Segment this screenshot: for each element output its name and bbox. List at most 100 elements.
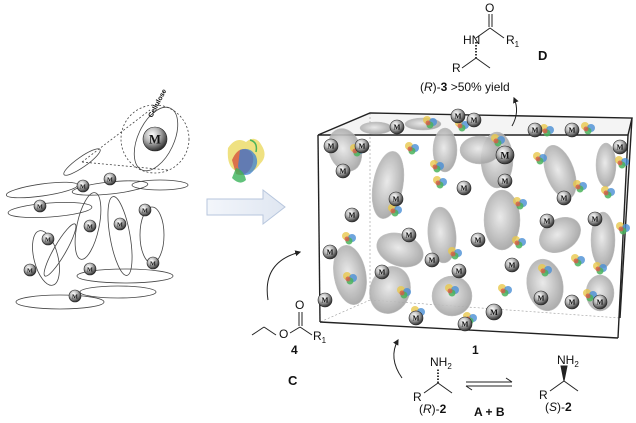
enzyme-icon [491,134,505,147]
cellulose-fiber [76,268,174,284]
cellulose-fiber [43,223,77,277]
metal-bead: M [592,294,608,310]
enzyme-icon [343,272,357,285]
pore [432,127,458,173]
metal-bead: M [41,232,55,246]
enzyme-icon [513,197,527,210]
left-beads: M M M M M M M M M M M M [23,126,168,303]
bead-label: M [569,126,576,135]
metal-bead: M [142,126,168,152]
metal-bead: M [23,263,37,277]
metal-bead: M [138,203,152,217]
enzyme-icon [593,262,607,275]
enzyme-icon [533,152,547,165]
enzyme-icon [423,116,437,129]
product-r1: R1 [506,33,520,49]
cellulose-fiber [32,230,60,286]
cellulose-fiber [107,196,133,276]
bead-label: M [502,177,509,186]
metal-bead: M [354,138,370,154]
bead-label: M [87,223,93,230]
cellulose-fiber [5,181,79,199]
bead-label: M [597,298,604,307]
amine-r-structure [423,368,453,394]
product-letter: D [538,48,547,63]
bead-label: M [617,143,624,152]
cellulose-fiber [131,179,189,191]
amine-s-r: R [539,388,548,402]
bead-label: M [340,167,347,176]
bead-label: M [462,320,469,329]
metal-bead: M [587,211,603,227]
cube-label: 1 [472,343,479,357]
metal-bead: M [539,213,555,229]
cellulose-fiber [74,192,102,260]
metal-bead: M [485,303,503,321]
acyl-r1: R1 [313,329,327,345]
bead-label: M [37,203,43,210]
metal-bead: M [68,289,82,303]
bead-label: M [456,267,463,276]
process-arrow [206,188,286,226]
bead-label: M [45,236,51,243]
bead-label: M [569,298,576,307]
bead-label: M [475,236,482,245]
metal-bead: M [401,227,417,243]
metal-bead: M [564,294,580,310]
acyl-donor-structure [251,312,313,336]
bead-label: M [471,116,478,125]
enzyme-icon [571,254,585,267]
bead-label: M [27,267,33,274]
bead-label: M [150,260,156,267]
metal-bead: M [113,217,127,231]
bead-label: M [509,261,516,270]
enzyme-icon [433,176,447,189]
bead-label: M [490,308,498,317]
enzyme-icon [223,136,267,184]
metal-bead: M [504,257,520,273]
acyl-letter: C [288,373,298,388]
bead-label: M [429,256,436,265]
amine-s-nh2: NH2 [557,353,579,369]
metal-bead: M [451,263,467,279]
metal-bead: M [146,256,160,270]
equilibrium-arrows [465,377,513,391]
bead-label: M [455,112,462,121]
metal-bead: M [76,179,90,193]
product-r: R [452,61,461,75]
pore [359,121,393,135]
bead-label: M [379,268,386,277]
mixture-label: A + B [474,405,505,419]
bead-label: M [87,266,93,273]
pore [595,142,617,188]
metal-bead: M [457,316,473,332]
bead-label: M [413,314,420,323]
bead-label: M [393,195,400,204]
bead-label: M [592,215,599,224]
acyl-arrow [266,250,302,301]
metal-bead: M [335,163,351,179]
bead-label: M [117,221,123,228]
enzyme-icon [430,160,444,173]
bead-label: M [328,142,335,151]
metal-bead: M [466,112,482,128]
bead-label: M [394,123,401,132]
enzyme-icon [601,186,615,199]
enzyme-icon [498,284,512,297]
cellulose-fiber [15,294,105,310]
bead-label: M [359,142,366,151]
bead-label: M [406,231,413,240]
enzyme-icon [512,236,526,249]
metal-bead: M [388,191,404,207]
enzyme-icon [573,180,587,193]
metal-bead: M [317,292,333,308]
enzyme-icon [405,142,419,155]
metal-bead: M [323,138,339,154]
product-structure [461,14,505,69]
bead-label: M [532,126,539,135]
bead-label: M [349,211,356,220]
bead-label: M [461,184,468,193]
metal-bead: M [103,172,117,186]
bead-label: M [72,293,78,300]
